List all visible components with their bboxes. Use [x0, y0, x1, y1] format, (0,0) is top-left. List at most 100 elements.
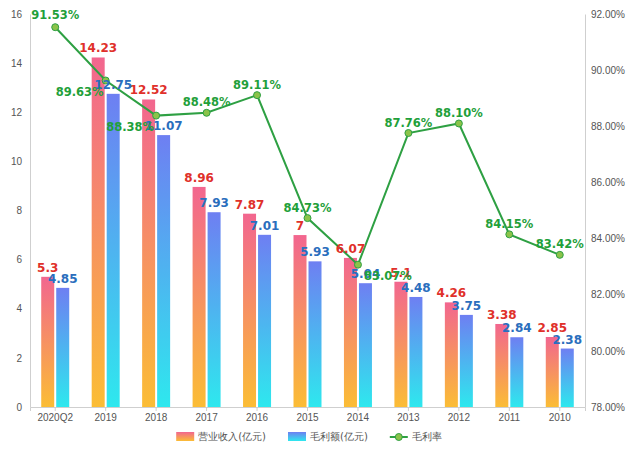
bar-label: 7.01 [250, 219, 280, 233]
bar [41, 277, 54, 407]
y-tick: 8 [16, 205, 30, 216]
bar [107, 94, 120, 407]
y2-tick-label: 92.00% [591, 9, 625, 20]
y-tick-label: 6 [16, 254, 22, 265]
bar-label: 7 [296, 219, 304, 233]
x-tick-label: 2020Q2 [37, 412, 73, 423]
x-tick: 2015 [296, 407, 319, 423]
y2-tick-label: 80.00% [591, 346, 625, 357]
y2-axis: 78.00% 80.00% 82.00% 84.00% 86.00% 88.00% 90.0… [585, 9, 625, 413]
line-label: 88.38% [106, 120, 154, 134]
y-axis: 0 2 4 6 8 10 12 14 16 [11, 9, 31, 413]
y-tick-label: 10 [11, 156, 23, 167]
bar [56, 288, 69, 407]
legend-label: 毛利额(亿元) [310, 431, 368, 442]
y-tick-label: 16 [11, 9, 23, 20]
plot: 2020Q22019201820172016201520142013201220… [11, 8, 625, 423]
y2-tick-label: 90.00% [591, 65, 625, 76]
x-tick-mark [257, 407, 258, 411]
line-marker [52, 24, 59, 31]
bar-label: 7.87 [235, 198, 265, 212]
bar-label: 3.75 [452, 299, 482, 313]
bar [510, 337, 523, 407]
bar-label: 4.85 [48, 272, 78, 286]
bar [309, 261, 322, 407]
y-tick: 12 [11, 107, 30, 118]
bar-label: 7.93 [199, 196, 229, 210]
line-label: 83.42% [536, 237, 584, 251]
y2-tick: 90.00% [585, 65, 625, 76]
x-tick: 2014 [347, 407, 370, 423]
y-tick: 0 [16, 402, 30, 413]
bar-label: 2.38 [552, 333, 582, 347]
y2-tick: 86.00% [585, 177, 625, 188]
legend-item: 毛利额(亿元) [288, 431, 368, 442]
y2-tick: 82.00% [585, 289, 625, 300]
x-tick-label: 2014 [347, 412, 370, 423]
axis-line [30, 15, 31, 408]
line-label: 84.73% [284, 201, 332, 215]
x-tick-mark [509, 407, 510, 411]
y2-tick: 84.00% [585, 233, 625, 244]
line-label: 88.10% [435, 106, 483, 120]
y-tick: 10 [11, 156, 30, 167]
bar [409, 297, 422, 407]
x-tick: 2018 [145, 407, 168, 423]
data-labels: 5.314.2312.528.967.8776.075.14.263.382.8… [31, 8, 584, 347]
y-tick-label: 14 [11, 58, 23, 69]
bar-label: 8.96 [184, 171, 214, 185]
bar [495, 324, 508, 407]
x-tick: 2012 [448, 407, 471, 423]
y-tick-label: 8 [16, 205, 22, 216]
line-marker [153, 112, 160, 119]
y-tick: 16 [11, 9, 30, 20]
bar [561, 349, 574, 407]
legend-swatch [288, 432, 306, 441]
bar-label: 3.38 [487, 308, 517, 322]
bar [546, 337, 559, 407]
bar [359, 283, 372, 407]
x-tick: 2010 [549, 407, 572, 423]
y2-tick: 88.00% [585, 121, 625, 132]
x-tick: 2017 [195, 407, 218, 423]
line-marker [304, 215, 311, 222]
line-label: 89.11% [233, 78, 281, 92]
x-axis: 2020Q2 2019 2018 2017 2016 2015 2014 2013 2012 20… [31, 407, 586, 423]
x-tick-label: 2019 [95, 412, 118, 423]
x-tick: 2013 [397, 407, 420, 423]
bar [243, 214, 256, 407]
y2-tick: 78.00% [585, 402, 625, 413]
bar-label: 6.07 [336, 242, 366, 256]
x-tick-label: 2011 [499, 412, 521, 423]
bar-label: 2.84 [502, 321, 532, 335]
line [55, 27, 560, 264]
y-tick-label: 2 [16, 353, 22, 364]
x-tick-mark [55, 407, 56, 411]
y-tick-label: 12 [11, 107, 23, 118]
x-tick: 2011 [499, 407, 521, 423]
x-tick-mark [206, 407, 207, 411]
x-tick: 2019 [95, 407, 118, 423]
y2-tick: 80.00% [585, 346, 625, 357]
bar [445, 302, 458, 407]
axis-line [31, 408, 586, 412]
line-marker [455, 120, 462, 127]
y-tick: 14 [11, 58, 30, 69]
bar [92, 57, 105, 407]
line-label: 83.07% [364, 269, 412, 283]
bar [157, 135, 170, 407]
axis-line [585, 15, 586, 408]
marks [41, 24, 574, 407]
bar [460, 315, 473, 407]
legend-marker [395, 434, 402, 441]
y-tick-label: 4 [16, 303, 22, 314]
y-tick: 4 [16, 303, 30, 314]
bar [193, 187, 206, 407]
x-tick-mark [559, 407, 560, 411]
legend-item: 营业收入(亿元) [176, 431, 266, 442]
y2-tick-label: 82.00% [591, 289, 625, 300]
line-label: 84.15% [485, 217, 533, 231]
legend-swatch [176, 432, 194, 441]
x-tick-mark [307, 407, 308, 411]
x-tick: 2016 [246, 407, 269, 423]
